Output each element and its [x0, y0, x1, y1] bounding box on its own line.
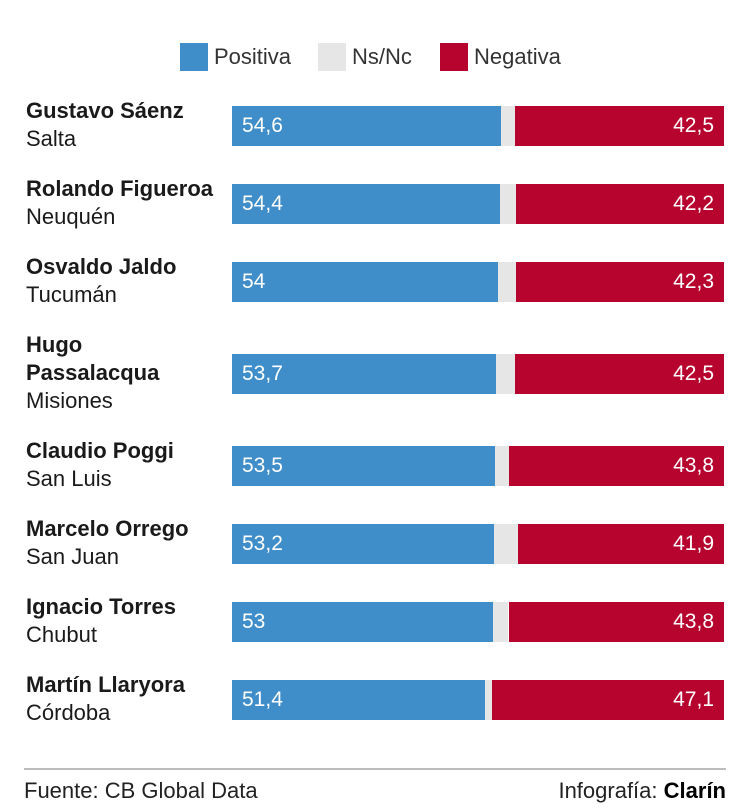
bar-nsnc [500, 106, 515, 146]
bar-positiva [232, 446, 496, 486]
bar-label-negativa: 42,5 [673, 362, 714, 385]
bar-positiva [232, 524, 494, 564]
bar-label-negativa: 41,9 [673, 532, 714, 555]
bar-positiva [232, 262, 498, 302]
row-province: Neuquén [26, 204, 116, 229]
bar-negativa [514, 106, 724, 146]
bar-nsnc [497, 262, 516, 302]
row-name: Ignacio Torres [26, 594, 176, 619]
bar-negativa [508, 446, 724, 486]
bar-negativa [515, 262, 724, 302]
bar-label-positiva: 53 [242, 610, 266, 633]
legend-swatch-negativa [440, 43, 468, 71]
bar-negativa [492, 680, 724, 720]
bar-label-positiva: 53,2 [242, 532, 283, 555]
row-name: Rolando Figueroa [26, 176, 213, 201]
bar-nsnc [492, 602, 509, 642]
bar-nsnc [493, 524, 518, 564]
row-name: Osvaldo Jaldo [26, 254, 177, 279]
bar-negativa [516, 184, 724, 224]
bar-label-negativa: 42,3 [673, 270, 714, 293]
row-province: Córdoba [26, 700, 111, 725]
footer-divider [24, 768, 726, 770]
bar-positiva [232, 354, 497, 394]
bar-nsnc [496, 354, 515, 394]
legend: Positiva Ns/Nc Negativa [0, 42, 750, 74]
row-name: Marcelo Orrego [26, 516, 189, 541]
bar-positiva [232, 602, 493, 642]
bar-label-positiva: 53,7 [242, 362, 283, 385]
row-name: Claudio Poggi [26, 438, 174, 463]
bar-label-positiva: 54,6 [242, 114, 283, 137]
legend-label-nsnc: Ns/Nc [352, 44, 412, 69]
bar-label-negativa: 43,8 [673, 454, 714, 477]
bar-negativa [514, 354, 724, 394]
bar-label-negativa: 42,5 [673, 114, 714, 137]
bar-nsnc [499, 184, 517, 224]
row-province: Chubut [26, 622, 97, 647]
bar-label-negativa: 47,1 [673, 688, 714, 711]
bar-positiva [232, 106, 501, 146]
row-province: San Luis [26, 466, 112, 491]
bar-negativa [517, 524, 724, 564]
bar-negativa [508, 602, 724, 642]
row-province: Tucumán [26, 282, 117, 307]
legend-item-nsnc: Ns/Nc [318, 42, 412, 72]
legend-label-positiva: Positiva [214, 44, 292, 69]
row-province: Salta [26, 126, 77, 151]
row-name: Martín Llaryora [26, 672, 185, 697]
row-province: San Juan [26, 544, 119, 569]
legend-swatch-nsnc [318, 43, 346, 71]
credit-note: Infografía: Clarín [558, 778, 726, 804]
row-province: Misiones [26, 388, 113, 413]
bar-label-positiva: 53,5 [242, 454, 283, 477]
bar-label-negativa: 43,8 [673, 610, 714, 633]
bar-positiva [232, 184, 500, 224]
credit-brand: Clarín [663, 778, 726, 803]
bar-label-positiva: 54 [242, 270, 266, 293]
legend-label-negativa: Negativa [474, 44, 561, 69]
bar-label-negativa: 42,2 [673, 192, 714, 215]
credit-prefix: Infografía: [558, 778, 664, 803]
source-note: Fuente: CB Global Data [24, 778, 258, 803]
legend-item-negativa: Negativa [440, 42, 561, 72]
row-name: Gustavo Sáenz [26, 98, 184, 123]
bar-label-positiva: 54,4 [242, 192, 283, 215]
row-name: Hugo Passalacqua [26, 332, 160, 385]
bar-label-positiva: 51,4 [242, 688, 283, 711]
bar-nsnc [495, 446, 509, 486]
legend-swatch-positiva [180, 43, 208, 71]
legend-item-positiva: Positiva [180, 42, 291, 72]
bar-nsnc [484, 680, 493, 720]
bar-positiva [232, 680, 485, 720]
